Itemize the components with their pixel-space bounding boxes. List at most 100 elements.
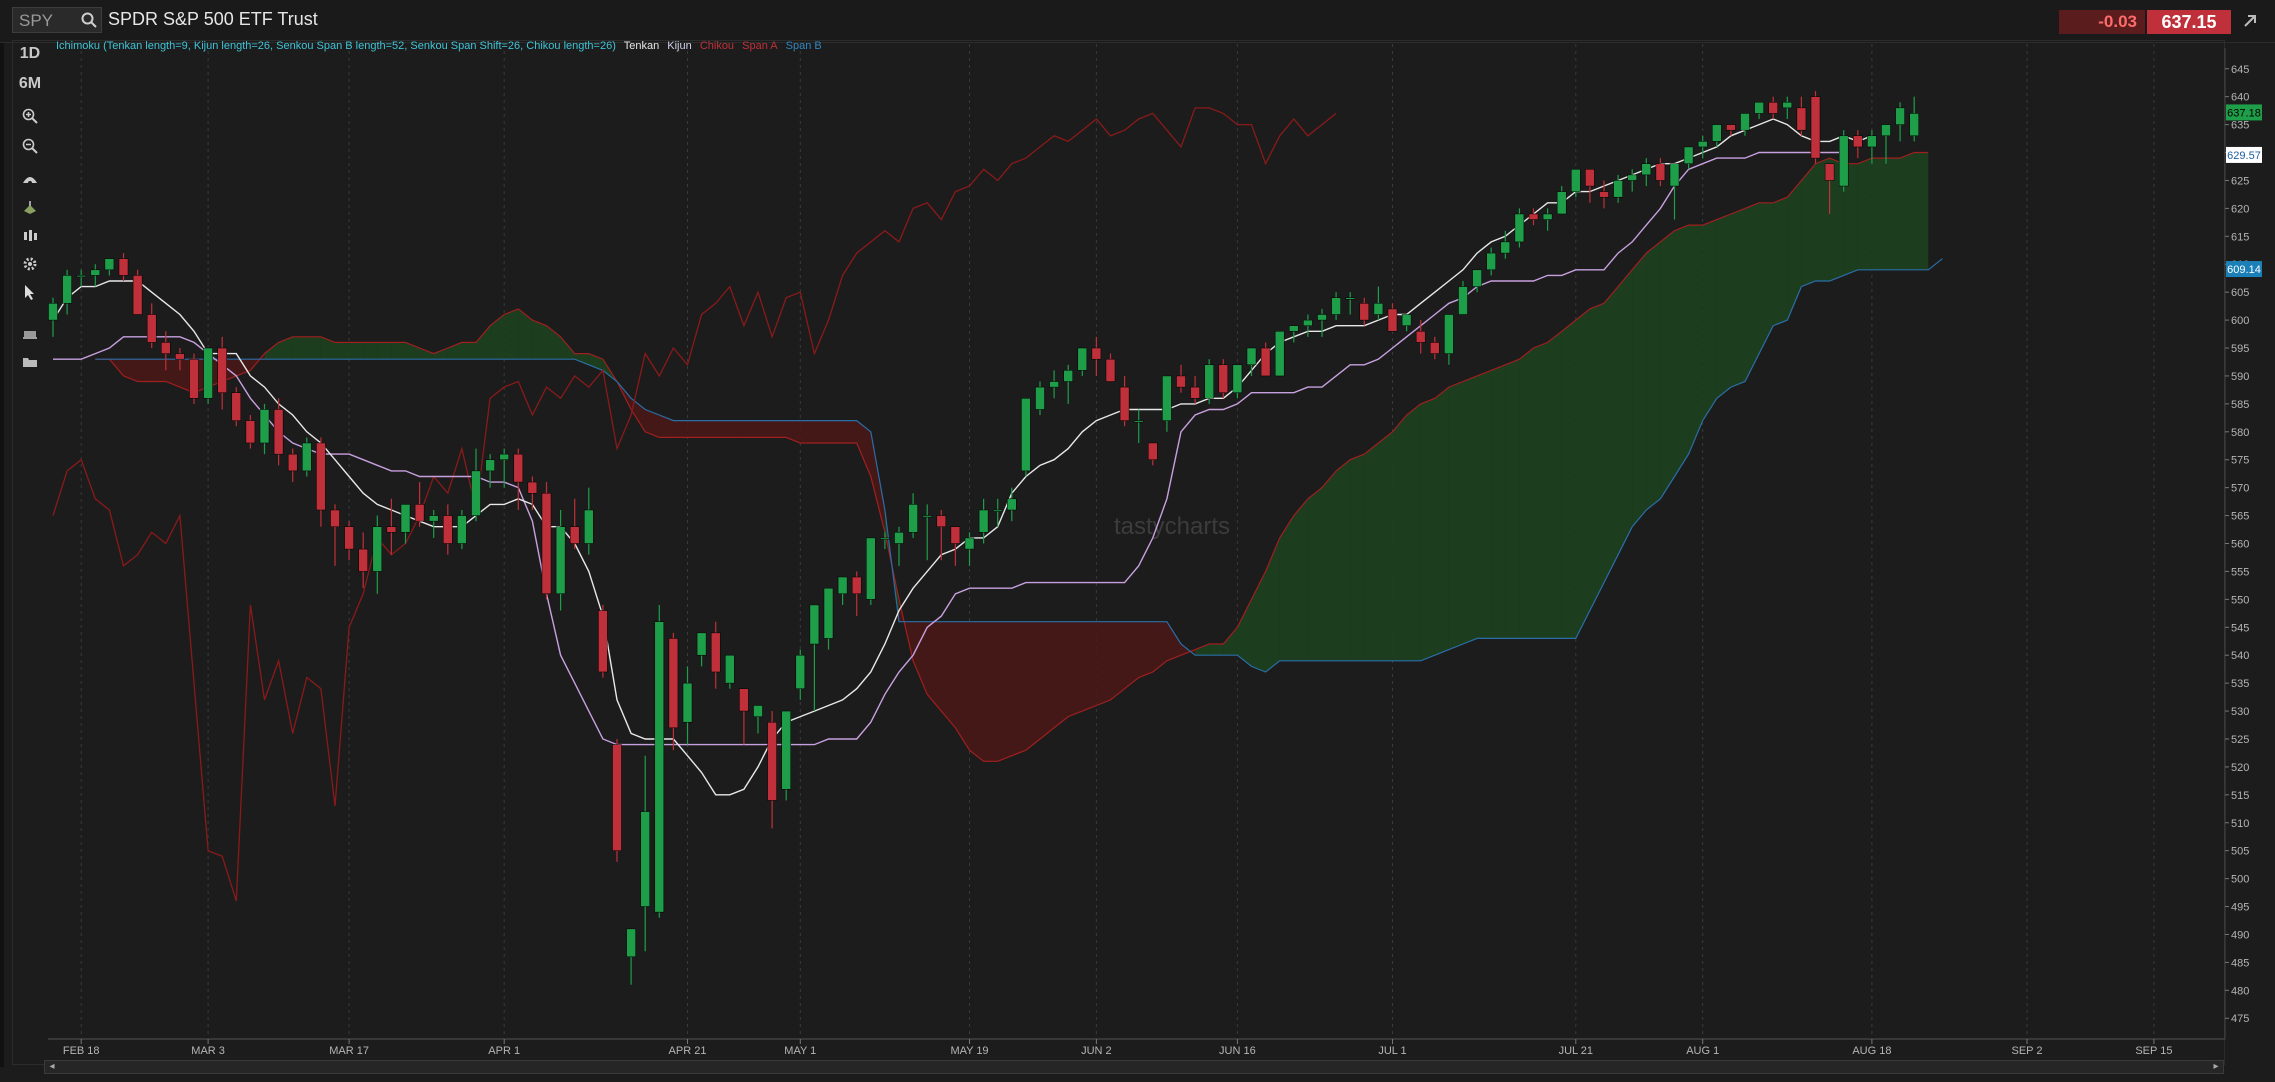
price-tag-label: 609.14 xyxy=(2227,264,2261,276)
legend-span-b: Span B xyxy=(785,40,822,52)
candle-body xyxy=(203,347,213,399)
scroll-right-icon[interactable]: ▸ xyxy=(2213,1061,2219,1072)
layout-icon[interactable] xyxy=(16,320,44,344)
candle-body xyxy=(1641,163,1652,176)
cloud-segment xyxy=(1110,621,1125,700)
candle-body xyxy=(1105,358,1116,382)
cloud-segment xyxy=(1730,208,1745,388)
cloud-segment xyxy=(1773,197,1788,326)
cloud-segment xyxy=(1068,621,1083,717)
expand-icon[interactable] xyxy=(2240,11,2260,31)
studies-icon[interactable] xyxy=(16,168,44,192)
chart-toolbar: 1D 6M xyxy=(14,42,46,392)
candle-body xyxy=(725,654,735,684)
instrument-title: SPDR S&P 500 ETF Trust xyxy=(108,9,318,29)
search-icon[interactable] xyxy=(80,11,98,29)
cloud-segment xyxy=(1505,359,1520,639)
y-tick-label: 615 xyxy=(2231,231,2249,243)
candle-body xyxy=(1810,96,1821,159)
zoom-out-icon[interactable] xyxy=(16,134,44,158)
candle-body xyxy=(104,258,115,271)
cloud-segment xyxy=(264,342,279,360)
candle-body xyxy=(513,453,524,483)
zoom-in-icon[interactable] xyxy=(16,104,44,128)
y-tick-label: 645 xyxy=(2231,64,2249,76)
candle-body xyxy=(1246,347,1257,366)
symbol-box[interactable] xyxy=(12,7,102,33)
candle-body xyxy=(1472,269,1482,287)
cloud-segment xyxy=(927,621,942,712)
symbol-input[interactable] xyxy=(17,10,81,32)
x-tick-label: SEP 15 xyxy=(2135,1045,2172,1057)
y-tick-label: 495 xyxy=(2231,902,2249,914)
y-tick-label: 625 xyxy=(2231,175,2249,187)
candle-body xyxy=(1824,163,1835,181)
candle-body xyxy=(1556,191,1567,215)
cloud-segment xyxy=(1561,320,1576,639)
timeframe-button[interactable]: 1D xyxy=(19,45,41,62)
cloud-segment xyxy=(1886,158,1901,270)
cloud-segment xyxy=(1082,621,1097,712)
left-edge-strip xyxy=(0,42,4,1067)
candle-body xyxy=(753,705,763,717)
candle-body xyxy=(1373,303,1384,315)
candle-body xyxy=(1571,169,1581,192)
x-tick-label: JUL 1 xyxy=(1378,1045,1406,1057)
chikou-line xyxy=(52,107,1337,902)
candle-body xyxy=(1782,102,1793,109)
cursor-icon[interactable] xyxy=(16,280,44,304)
cloud-segment xyxy=(631,398,646,432)
range-button[interactable]: 6M xyxy=(18,75,42,92)
candle-body xyxy=(1712,124,1722,142)
candle-body xyxy=(443,515,453,544)
settings-icon[interactable] xyxy=(16,252,44,276)
cloud-segment xyxy=(1900,152,1915,270)
y-tick-label: 555 xyxy=(2231,566,2249,578)
candle-body xyxy=(696,632,707,656)
candle-body xyxy=(1359,303,1370,321)
cloud-segment xyxy=(1589,303,1604,611)
candle-body xyxy=(1387,308,1398,332)
cloud-segment xyxy=(1378,431,1393,661)
folder-icon[interactable] xyxy=(16,350,44,374)
cloud-segment xyxy=(673,420,688,438)
y-tick-label: 550 xyxy=(2231,594,2249,606)
x-tick-label: SEP 2 xyxy=(2012,1045,2043,1057)
x-tick-label: AUG 1 xyxy=(1686,1045,1719,1057)
legend-span-a: Span A xyxy=(742,40,778,52)
candle-body xyxy=(950,526,961,544)
scroll-left-icon[interactable]: ◂ xyxy=(49,1061,55,1072)
candle-body xyxy=(739,688,749,712)
cloud-segment xyxy=(1604,286,1619,583)
candle-body xyxy=(1218,364,1229,393)
horizontal-scrollbar[interactable]: ◂ ▸ xyxy=(44,1060,2224,1074)
candle-body xyxy=(1119,386,1130,421)
y-tick-label: 590 xyxy=(2231,371,2249,383)
cloud-segment xyxy=(349,342,364,360)
indicator-legend: Ichimoku (Tenkan length=9, Kijun length=… xyxy=(56,40,827,52)
cloud-segment xyxy=(969,621,984,762)
cloud-segment xyxy=(137,359,152,382)
candle-body xyxy=(598,610,608,673)
cloud-segment xyxy=(1871,158,1886,270)
candle-body xyxy=(1599,191,1609,198)
y-tick-label: 510 xyxy=(2231,818,2249,830)
candle-body xyxy=(569,526,580,544)
candle-body xyxy=(795,654,806,689)
cloud-segment xyxy=(1829,158,1844,281)
candle-body xyxy=(1881,124,1891,137)
cloud-segment xyxy=(476,325,491,360)
candle-body xyxy=(851,576,862,595)
candle-body xyxy=(1021,398,1031,472)
drawing-icon[interactable] xyxy=(16,196,44,220)
chart-style-icon[interactable] xyxy=(16,224,44,248)
candle-body xyxy=(457,515,467,544)
y-tick-label: 490 xyxy=(2231,929,2249,941)
cloud-segment xyxy=(1265,537,1280,672)
cloud-segment xyxy=(165,359,180,388)
candle-body xyxy=(809,604,820,645)
candle-body xyxy=(1204,364,1214,399)
last-price-badge: 637.15 xyxy=(2147,10,2231,34)
cloud-segment xyxy=(1293,498,1308,661)
